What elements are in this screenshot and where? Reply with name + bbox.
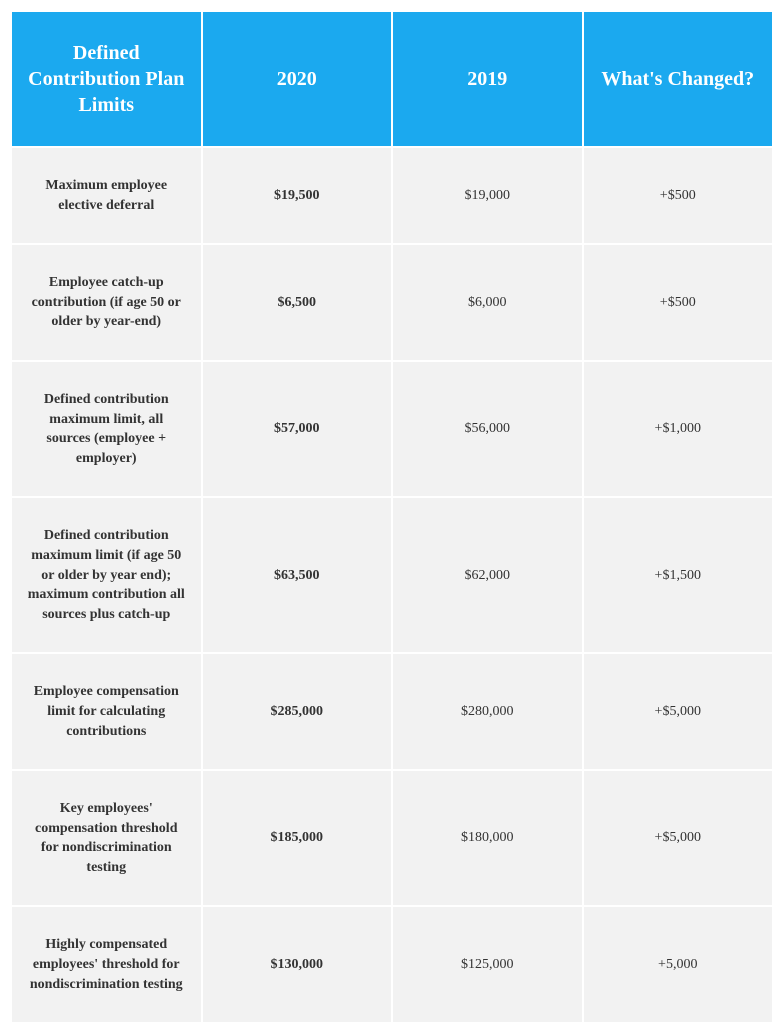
table-row: Employee catch-up contribution (if age 5… [12, 245, 772, 360]
row-2019: $62,000 [393, 498, 582, 652]
header-plan-limits: Defined Contribution Plan Limits [12, 12, 201, 146]
row-2019: $56,000 [393, 362, 582, 496]
table-body: Maximum employee elective deferral $19,5… [12, 148, 772, 1022]
row-change: +5,000 [584, 907, 773, 1022]
row-change: +$5,000 [584, 654, 773, 769]
row-label: Employee catch-up contribution (if age 5… [12, 245, 201, 360]
table-row: Employee compensation limit for calculat… [12, 654, 772, 769]
header-whats-changed: What's Changed? [584, 12, 773, 146]
row-label: Employee compensation limit for calculat… [12, 654, 201, 769]
row-2020: $6,500 [203, 245, 392, 360]
row-change: +$1,000 [584, 362, 773, 496]
table-row: Defined contribution maximum limit, all … [12, 362, 772, 496]
row-2020: $19,500 [203, 148, 392, 243]
row-2019: $180,000 [393, 771, 582, 905]
row-2019: $125,000 [393, 907, 582, 1022]
table-row: Key employees' compensation threshold fo… [12, 771, 772, 905]
row-label: Maximum employee elective deferral [12, 148, 201, 243]
row-2019: $280,000 [393, 654, 582, 769]
header-2020: 2020 [203, 12, 392, 146]
row-2020: $285,000 [203, 654, 392, 769]
row-2020: $185,000 [203, 771, 392, 905]
row-2020: $63,500 [203, 498, 392, 652]
table-header-row: Defined Contribution Plan Limits 2020 20… [12, 12, 772, 146]
row-2020: $130,000 [203, 907, 392, 1022]
row-change: +$5,000 [584, 771, 773, 905]
row-2019: $6,000 [393, 245, 582, 360]
row-label: Key employees' compensation threshold fo… [12, 771, 201, 905]
row-label: Defined contribution maximum limit (if a… [12, 498, 201, 652]
contribution-limits-table-container: Defined Contribution Plan Limits 2020 20… [10, 10, 774, 1024]
row-2020: $57,000 [203, 362, 392, 496]
header-2019: 2019 [393, 12, 582, 146]
row-change: +$1,500 [584, 498, 773, 652]
table-row: Defined contribution maximum limit (if a… [12, 498, 772, 652]
row-change: +$500 [584, 245, 773, 360]
row-change: +$500 [584, 148, 773, 243]
row-label: Highly compensated employees' threshold … [12, 907, 201, 1022]
row-label: Defined contribution maximum limit, all … [12, 362, 201, 496]
row-2019: $19,000 [393, 148, 582, 243]
contribution-limits-table: Defined Contribution Plan Limits 2020 20… [10, 10, 774, 1024]
table-row: Maximum employee elective deferral $19,5… [12, 148, 772, 243]
table-row: Highly compensated employees' threshold … [12, 907, 772, 1022]
